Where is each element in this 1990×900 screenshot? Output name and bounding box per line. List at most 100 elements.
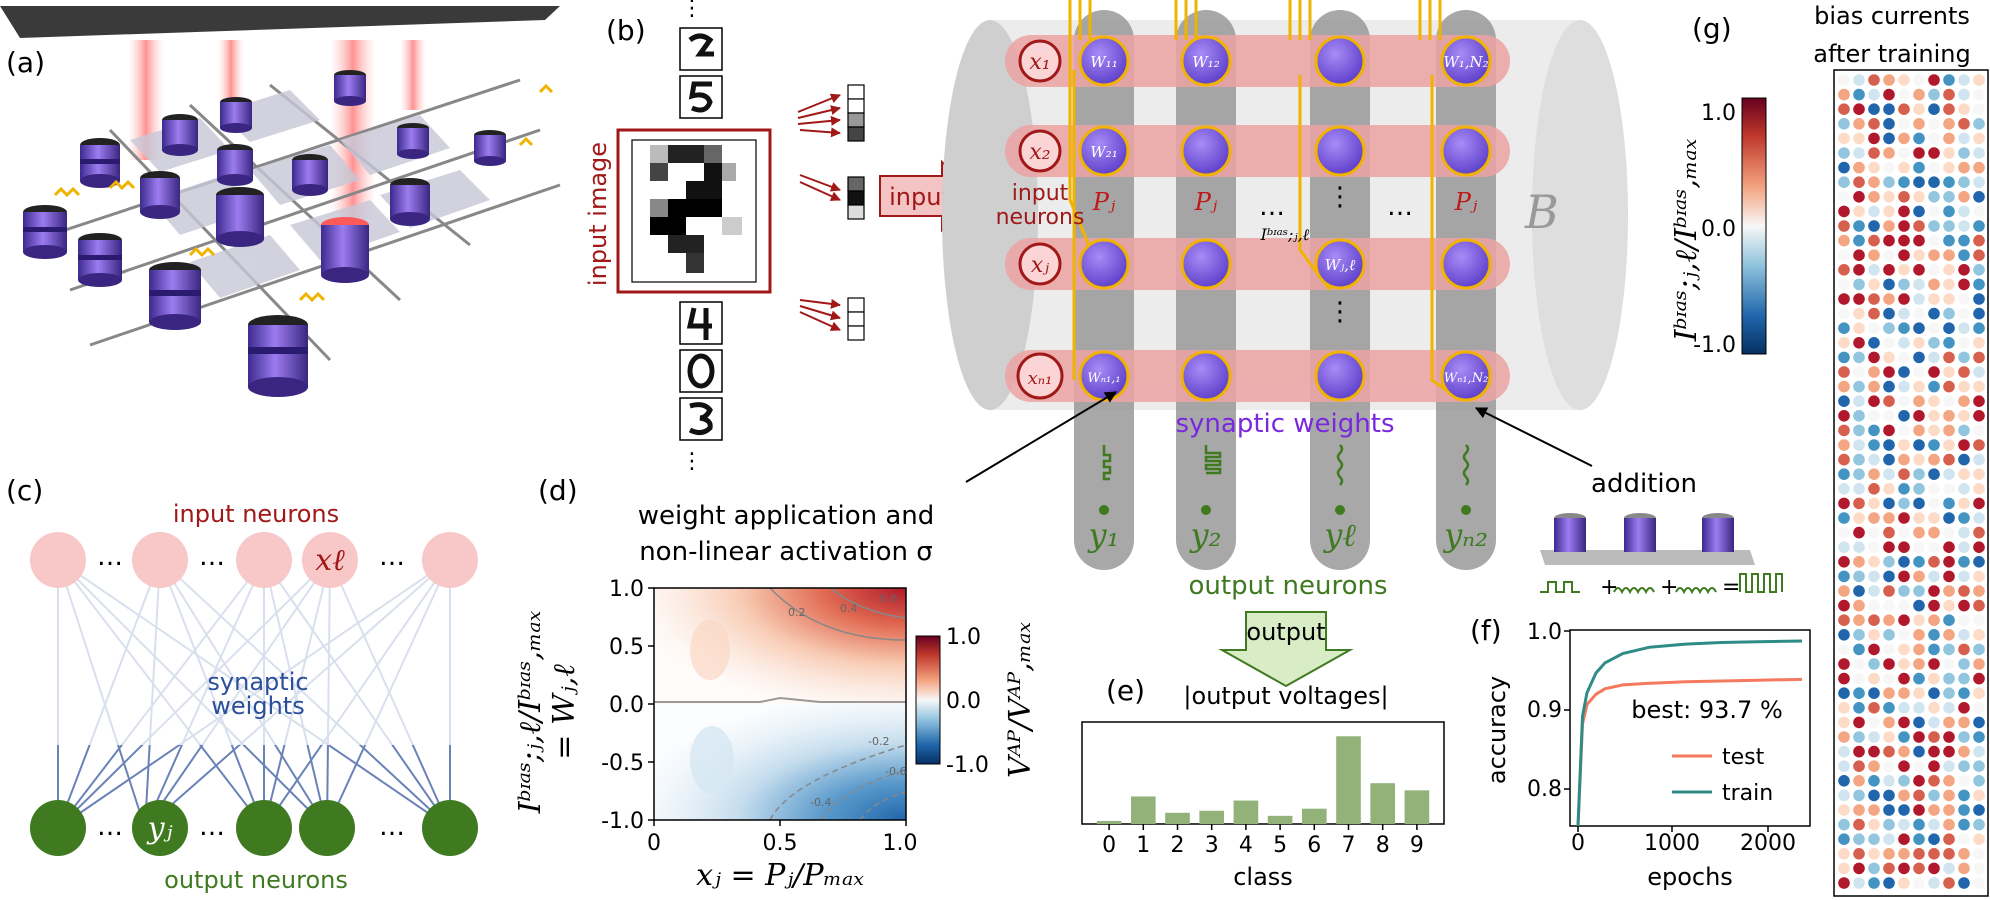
- bias-dot: [1973, 176, 1985, 188]
- addition-graphic: + + =: [1540, 513, 1783, 600]
- svg-text:-1.0: -1.0: [1693, 333, 1736, 358]
- bias-dot: [1868, 205, 1880, 218]
- svg-text:Wₙ₁,N₂: Wₙ₁,N₂: [1444, 371, 1489, 386]
- bias-dot: [1868, 322, 1880, 335]
- bias-dot: [1958, 439, 1970, 451]
- bias-dot: [1898, 672, 1910, 685]
- bias-dot: [1973, 103, 1985, 115]
- bias-dot: [1838, 293, 1850, 305]
- bias-dot: [1838, 161, 1850, 174]
- bias-dot: [1853, 234, 1865, 247]
- bias-dot: [1958, 366, 1970, 378]
- bias-dot: [1943, 88, 1955, 101]
- bias-dot: [1853, 103, 1865, 115]
- bias-dot: [1943, 453, 1955, 466]
- bias-dot: [1883, 512, 1895, 524]
- bias-dot: [1868, 629, 1880, 641]
- bias-dot: [1973, 877, 1985, 889]
- bias-dot: [1898, 614, 1910, 626]
- d-xlabel: xⱼ = Pⱼ/Pₘₐₓ: [696, 858, 864, 893]
- bias-dot: [1958, 351, 1970, 364]
- bias-dot: [1928, 293, 1940, 305]
- bias-dot: [1898, 497, 1910, 510]
- bias-dot: [1928, 745, 1940, 758]
- bias-dot: [1898, 643, 1910, 656]
- bias-dot: [1958, 716, 1970, 729]
- bias-dot: [1838, 789, 1850, 802]
- bias-dot: [1928, 351, 1940, 364]
- bias-dot: [1943, 629, 1955, 641]
- bias-dot: [1853, 278, 1865, 291]
- bias-dot: [1928, 658, 1940, 670]
- bias-dot: [1898, 468, 1910, 481]
- bias-dot: [1928, 672, 1940, 685]
- bias-dot: [1913, 483, 1925, 495]
- bias-dot: [1838, 775, 1850, 787]
- tick-label-1: 1: [1136, 833, 1150, 858]
- bias-dot: [1898, 731, 1910, 743]
- bias-dot: [1868, 643, 1880, 656]
- bias-dot: [1928, 380, 1940, 393]
- bias-dot: [1958, 643, 1970, 656]
- bias-dot: [1943, 191, 1955, 203]
- bias-dot: [1943, 687, 1955, 699]
- c-node-yj: yⱼ: [146, 811, 173, 846]
- bias-dot: [1928, 833, 1940, 845]
- bias-dot: [1898, 161, 1910, 174]
- bias-dot: [1898, 337, 1910, 349]
- bias-dot: [1913, 775, 1925, 787]
- bias-dot: [1958, 702, 1970, 714]
- bias-dot: [1883, 395, 1895, 408]
- svg-text:0.0: 0.0: [1701, 217, 1736, 242]
- bias-dot: [1868, 132, 1880, 145]
- bias-dot: [1883, 818, 1895, 831]
- bias-dot: [1943, 366, 1955, 378]
- bias-dot: [1958, 74, 1970, 86]
- svg-text:…: …: [199, 542, 225, 572]
- svg-text:0.5: 0.5: [763, 831, 798, 856]
- bias-dot: [1943, 439, 1955, 451]
- bias-dot: [1973, 132, 1985, 145]
- bias-dot: [1898, 775, 1910, 787]
- bias-dot: [1853, 322, 1865, 335]
- input-vector: [847, 84, 865, 341]
- tick-label-2: 2: [1171, 833, 1185, 858]
- bias-dot: [1883, 366, 1895, 378]
- bias-dot: [1913, 74, 1925, 86]
- bias-dot: [1973, 424, 1985, 437]
- bias-dot: [1913, 103, 1925, 115]
- bias-dot: [1853, 220, 1865, 232]
- bias-dot: [1958, 191, 1970, 203]
- bias-dot: [1838, 877, 1850, 889]
- bias-dot: [1943, 526, 1955, 539]
- bias-dot: [1868, 380, 1880, 393]
- digit-tiles-bottom: [679, 301, 723, 441]
- bias-dot: [1868, 264, 1880, 276]
- bias-dot: [1943, 322, 1955, 335]
- bias-dot: [1868, 220, 1880, 232]
- bias-dot: [1973, 293, 1985, 305]
- bias-dot: [1943, 103, 1955, 115]
- bias-dot: [1883, 804, 1895, 816]
- bias-dot: [1898, 103, 1910, 115]
- tick-label-9: 9: [1410, 833, 1424, 858]
- bias-dot: [1943, 483, 1955, 495]
- bias-dot: [1853, 614, 1865, 626]
- e-axes-frame: [1081, 721, 1445, 825]
- bias-dot: [1973, 629, 1985, 641]
- bias-dot: [1898, 483, 1910, 495]
- svg-text:0.9: 0.9: [1527, 698, 1562, 723]
- bias-dot: [1853, 351, 1865, 364]
- bias-dot: [1898, 74, 1910, 86]
- f-best: best: 93.7 %: [1631, 696, 1783, 724]
- bias-dot: [1913, 833, 1925, 845]
- bias-dot: [1958, 483, 1970, 495]
- bias-dot: [1898, 118, 1910, 130]
- bias-dot: [1853, 147, 1865, 159]
- bias-dot: [1928, 264, 1940, 276]
- bias-dot: [1973, 410, 1985, 422]
- bar-class-6: [1301, 808, 1327, 824]
- bias-dot: [1973, 760, 1985, 772]
